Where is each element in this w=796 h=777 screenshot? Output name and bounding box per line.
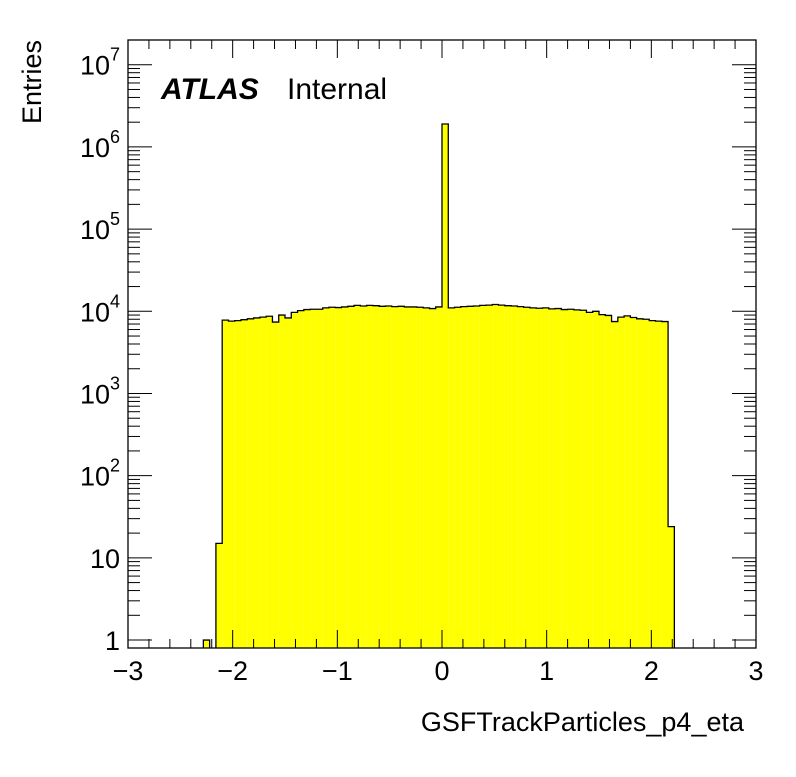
- histogram-bar: [517, 306, 524, 648]
- histogram-bar: [328, 307, 336, 648]
- histogram-bar: [511, 306, 518, 648]
- histogram-bar: [485, 305, 493, 648]
- histogram-bar: [278, 315, 285, 648]
- histogram-outline: [202, 123, 676, 648]
- histogram-bar: [561, 309, 568, 648]
- histogram-bar: [567, 309, 574, 648]
- histogram-bar: [266, 316, 273, 648]
- x-axis-title: GSFTrackParticles_p4_eta: [421, 707, 745, 737]
- histogram-bar: [460, 306, 468, 648]
- histogram-bar: [272, 322, 279, 648]
- y-axis-title: Entries: [17, 40, 47, 124]
- histogram-bar: [492, 304, 499, 648]
- histogram-bar: [247, 318, 254, 648]
- y-tick-label: 105: [80, 209, 120, 245]
- histogram-bar: [379, 306, 386, 648]
- atlas-label: ATLAS: [160, 73, 259, 106]
- histogram-bar: [228, 321, 235, 648]
- y-tick-label: 107: [80, 45, 120, 81]
- histogram-bar: [297, 310, 304, 648]
- histogram-bar: [586, 312, 593, 648]
- y-tick-label: 10: [90, 544, 120, 574]
- histogram-bar: [404, 306, 411, 648]
- histogram-bar: [385, 306, 392, 648]
- x-tick-label: 3: [748, 656, 763, 686]
- histogram-bar: [372, 305, 380, 648]
- histogram-bar: [668, 526, 675, 648]
- x-tick-label: 0: [434, 656, 449, 686]
- histogram-bar: [479, 305, 486, 648]
- histogram-bar: [611, 321, 618, 648]
- histogram-bar: [655, 321, 662, 648]
- histogram-bar: [642, 319, 650, 648]
- x-tick-label: −2: [217, 656, 248, 686]
- plot-frame: [127, 39, 757, 649]
- histogram-bar: [599, 314, 606, 648]
- histogram-bar: [617, 317, 625, 648]
- y-tick-label: 106: [80, 127, 120, 163]
- histogram-bar: [555, 308, 562, 648]
- histogram-bar: [649, 320, 656, 648]
- histogram-bar: [335, 307, 342, 648]
- x-tick-label: −1: [322, 656, 353, 686]
- histogram-bar: [423, 307, 430, 648]
- histogram-bar: [548, 308, 556, 648]
- histogram-bar: [322, 307, 329, 648]
- histogram-bar: [316, 309, 323, 648]
- histogram-bar: [536, 308, 543, 648]
- histogram-bar: [203, 640, 210, 648]
- histogram-bar: [410, 306, 417, 648]
- histogram-bar: [624, 315, 631, 648]
- x-tick-label: −3: [113, 656, 144, 686]
- histogram-bar: [291, 312, 298, 648]
- histogram-bar: [354, 305, 361, 648]
- histogram-bar: [523, 307, 530, 648]
- histogram-bar: [473, 306, 480, 648]
- histogram-bar: [416, 307, 424, 648]
- histogram-bar: [366, 305, 373, 648]
- y-tick-label: 1: [105, 626, 120, 656]
- histogram-bar: [398, 306, 405, 648]
- histogram-bar: [529, 307, 537, 648]
- histogram-bar: [605, 315, 612, 648]
- histogram-bar: [448, 307, 455, 648]
- histogram-bar: [661, 321, 669, 648]
- histogram-bar: [347, 306, 355, 648]
- histogram-bar: [259, 317, 267, 648]
- histogram-bar: [241, 319, 248, 648]
- y-tick-label: 103: [80, 373, 120, 409]
- histogram-bar: [222, 320, 229, 648]
- histogram-bar: [360, 306, 367, 648]
- histogram-bar: [542, 307, 549, 648]
- histogram-bar: [253, 317, 260, 648]
- histogram-bar: [454, 307, 461, 648]
- histogram-bar: [573, 309, 581, 648]
- histogram-bar: [504, 305, 512, 648]
- histogram-bar: [592, 311, 599, 648]
- histogram-bar: [303, 309, 311, 648]
- histogram-bar: [467, 306, 474, 648]
- x-tick-label: 2: [644, 656, 659, 686]
- histogram-bar: [429, 308, 436, 648]
- histogram-bar: [636, 318, 643, 648]
- histogram-bar: [310, 309, 317, 648]
- histogram-bar: [341, 306, 348, 648]
- histogram-bar: [442, 124, 449, 648]
- histogram-bar: [391, 306, 399, 648]
- histogram-bar: [630, 317, 637, 648]
- histogram-bar: [580, 310, 587, 648]
- histogram-bar: [234, 320, 242, 648]
- y-tick-label: 104: [80, 291, 120, 327]
- histogram-bar: [215, 543, 223, 648]
- x-tick-label: 1: [539, 656, 554, 686]
- histogram-bar: [435, 306, 442, 648]
- histogram-bar: [498, 305, 505, 648]
- internal-label: Internal: [287, 73, 387, 106]
- histogram-bar: [285, 317, 292, 648]
- y-tick-label: 102: [80, 456, 120, 492]
